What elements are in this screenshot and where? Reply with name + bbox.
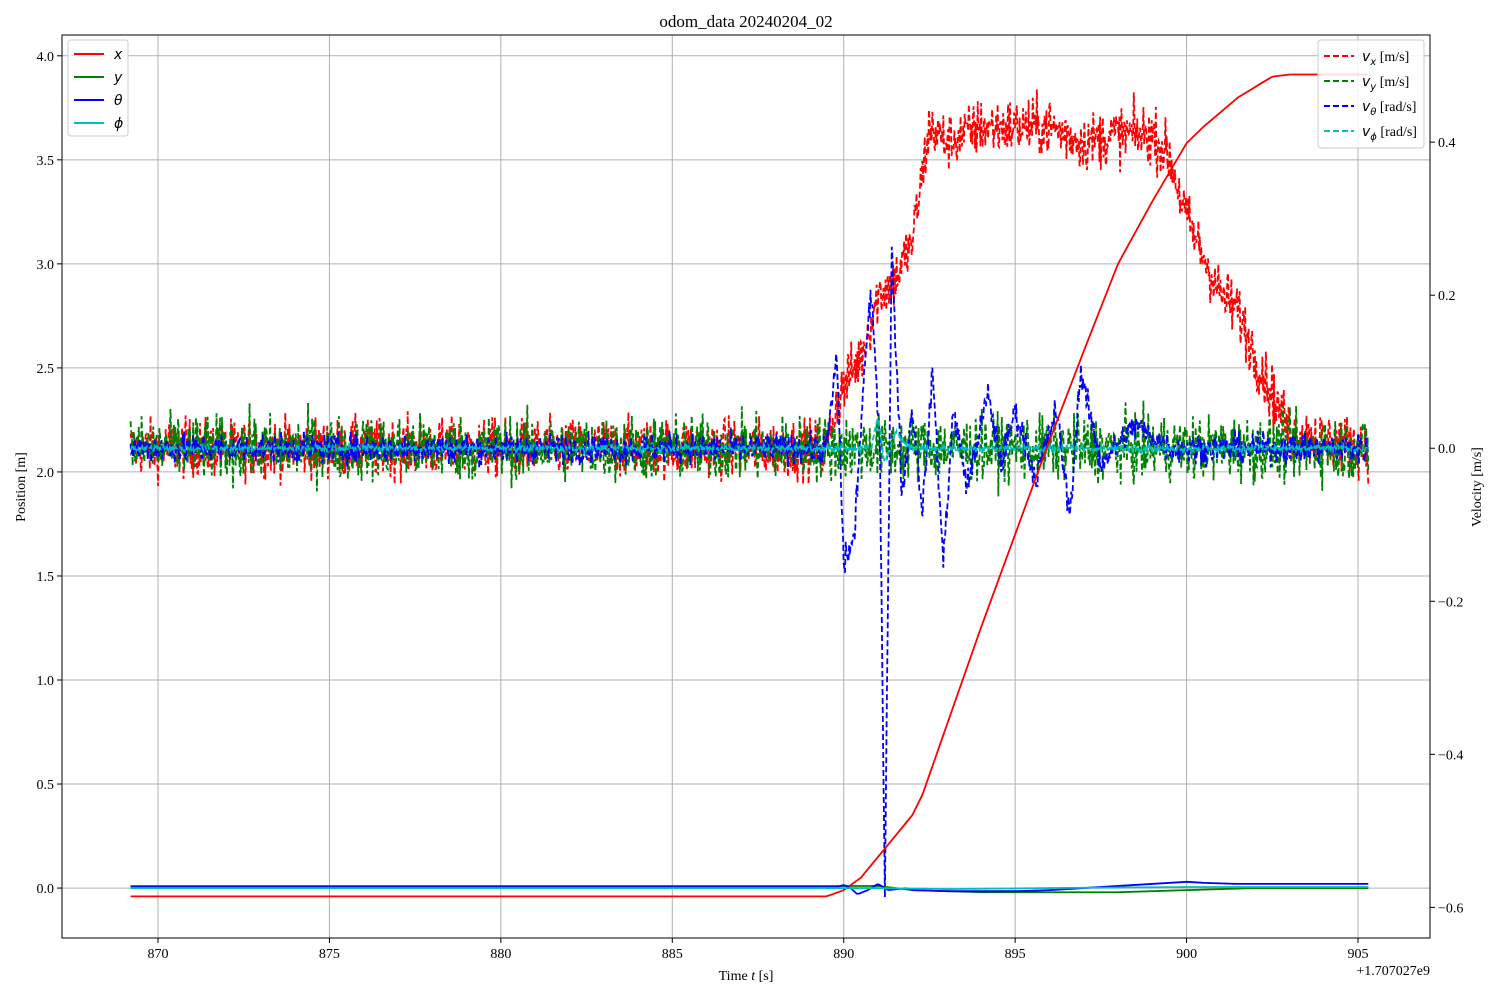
y-axis-right-label: Velocity [m/s] — [1470, 447, 1485, 527]
x-tick-label: 875 — [319, 947, 340, 962]
x-tick-label: 885 — [662, 947, 683, 962]
x-axis-offset-label: +1.707027e9 — [1356, 964, 1430, 979]
y-left-tick-label: 1.5 — [37, 570, 55, 585]
y-axis-left-label: Position [m] — [14, 452, 29, 522]
x-tick-label: 880 — [490, 947, 511, 962]
y-left-tick-label: 3.0 — [37, 258, 55, 273]
legend-left-box — [67, 39, 129, 137]
y-left-tick-label: 3.5 — [37, 154, 55, 169]
velocity-line-v_θ — [129, 246, 1370, 898]
x-tick-label: 905 — [1348, 947, 1369, 962]
y-left-tick-label: 2.0 — [37, 466, 55, 481]
y-left-tick-label: 1.0 — [37, 674, 55, 689]
legend-left-label: ϕ — [114, 116, 123, 132]
legend-velocity: vx [m/s] vy [m/s] vθ [rad/s] vϕ [rad/s] — [1317, 39, 1425, 149]
position-line-y — [130, 885, 1369, 894]
legend-right-label: vy [m/s] — [1362, 74, 1409, 93]
y-axis-left: 0.0 0.5 1.0 1.5 2.0 2.5 3.0 3.5 4.0 — [37, 50, 62, 897]
x-axis-label: Time t [s] — [719, 969, 774, 984]
x-axis: 870 875 880 885 890 895 900 905 — [148, 938, 1369, 962]
y-left-tick-label: 0.0 — [37, 882, 55, 897]
x-tick-label: 890 — [833, 947, 854, 962]
plot-frame — [61, 34, 1431, 939]
y-right-tick-label: −0.4 — [1438, 748, 1463, 763]
x-tick-label: 900 — [1176, 947, 1197, 962]
legend-right-label: vx [m/s] — [1362, 49, 1409, 68]
legend-right-box — [1317, 39, 1425, 149]
x-tick-label: 895 — [1005, 947, 1026, 962]
y-axis-right: −0.6 −0.4 −0.2 0.0 0.2 0.4 — [1430, 136, 1463, 916]
legend-left-label: x — [113, 47, 123, 63]
chart-title: odom_data 20240204_02 — [659, 12, 832, 31]
grid — [62, 35, 1430, 938]
y-right-tick-label: 0.2 — [1438, 289, 1456, 304]
velocity-line-v_ϕ — [130, 415, 1369, 465]
y-right-tick-label: 0.4 — [1438, 136, 1456, 151]
y-left-tick-label: 2.5 — [37, 362, 55, 377]
legend-right-label: vϕ [rad/s] — [1362, 124, 1417, 143]
velocity-line-v_y — [129, 400, 1370, 497]
position-line-ϕ — [130, 886, 1369, 891]
y-right-tick-label: 0.0 — [1438, 442, 1456, 457]
y-left-tick-label: 0.5 — [37, 778, 55, 793]
legend-left-label: θ — [114, 93, 123, 109]
position-line-θ — [130, 880, 1369, 895]
legend-right-label: vθ [rad/s] — [1362, 99, 1416, 118]
y-right-tick-label: −0.6 — [1438, 901, 1463, 916]
position-line-x — [130, 73, 1369, 898]
series-layer — [129, 73, 1370, 898]
y-right-tick-label: −0.2 — [1438, 595, 1463, 610]
y-left-tick-label: 4.0 — [37, 50, 55, 65]
x-tick-label: 870 — [148, 947, 169, 962]
legend-left-label: y — [113, 70, 123, 86]
